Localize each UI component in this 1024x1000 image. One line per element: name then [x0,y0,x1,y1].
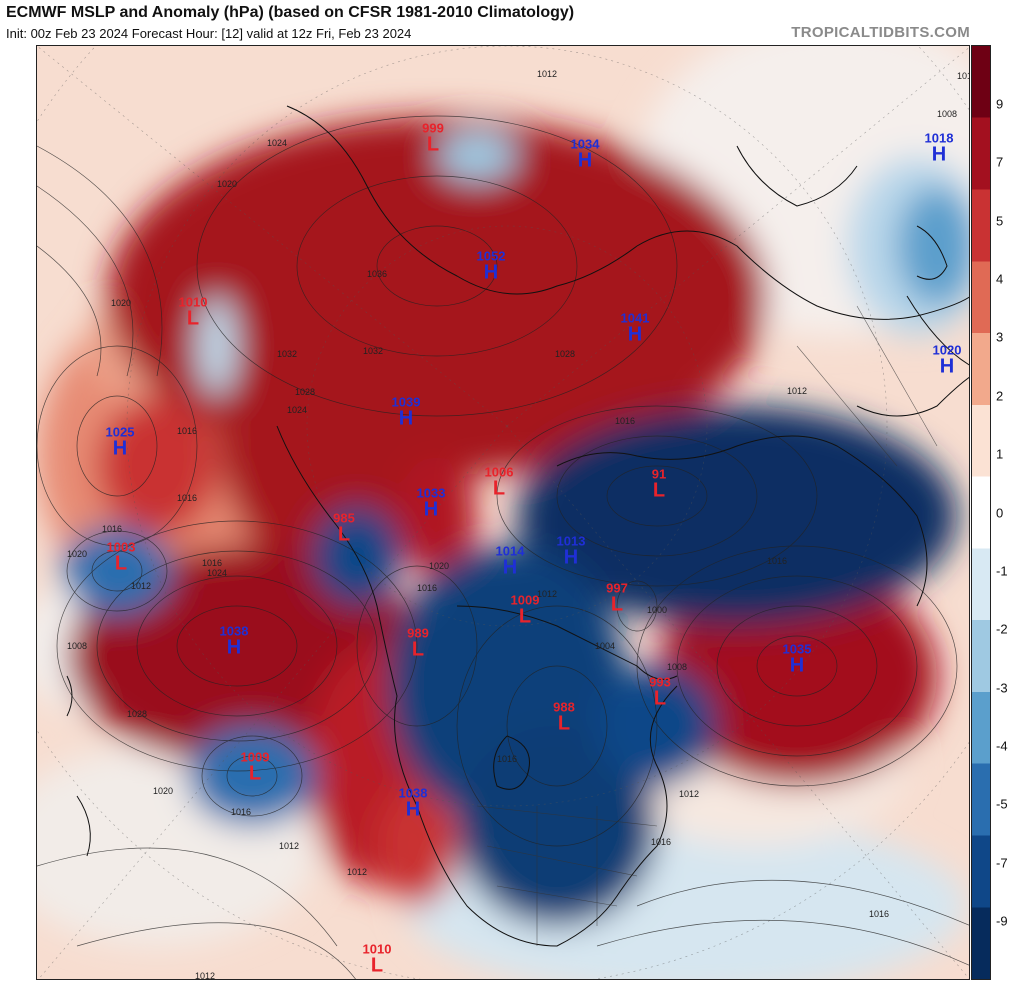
isobar-label: 1016 [101,524,123,534]
isobar-label: 1020 [110,298,132,308]
isobar-label: 1016 [201,558,223,568]
isobar-label: 1020 [216,179,238,189]
high-pressure-marker: 1020 H [932,342,962,378]
isobar-label: 1020 [66,549,88,559]
high-pressure-marker: 1038 H [398,785,428,821]
isobar-label: 1012 [956,71,969,81]
map-subtitle: Init: 00z Feb 23 2024 Forecast Hour: [12… [6,26,412,41]
low-pressure-marker: 997 L [606,580,628,616]
colorbar-tick: 2 [996,388,1004,404]
high-pressure-marker: 1038 H [219,623,249,659]
brand-watermark[interactable]: TROPICALTIDBITS.COM [791,24,970,41]
colorbar-tick: 7 [996,154,1004,170]
isobar-label: 1012 [678,789,700,799]
colorbar-tick: 0 [996,505,1004,521]
colorbar-tick: -9 [996,913,1008,929]
isobar-label: 1024 [266,138,288,148]
isobar-label: 1016 [614,416,636,426]
isobar-label: 1012 [278,841,300,851]
high-pressure-marker: 1013 H [556,533,586,569]
isobar-label: 1012 [786,386,808,396]
isobar-label: 1008 [936,109,958,119]
high-pressure-marker: 1034 H [570,136,600,172]
map-canvas [37,46,969,979]
colorbar-tick: 5 [996,213,1004,229]
pressure-anomaly-map[interactable]: 999 L 1034 H 1018 H 1052 H 1010 L 1041 H 1020 H… [36,45,970,980]
isobar-label: 1016 [650,837,672,847]
high-pressure-marker: 1014 H [495,543,525,579]
isobar-label: 1024 [206,568,228,578]
isobar-label: 1016 [176,493,198,503]
high-pressure-marker: 1041 H [620,310,650,346]
isobar-label: 1012 [346,867,368,877]
low-pressure-marker: 1009 L [240,749,270,785]
isobar-label: 1008 [66,641,88,651]
isobar-label: 1012 [194,971,216,980]
low-pressure-marker: 1003 L [106,539,136,575]
isobar-label: 1008 [666,662,688,672]
anomaly-field [37,46,969,979]
colorbar-tick: 1 [996,446,1004,462]
isobar-label: 1012 [536,589,558,599]
anomaly-colorbar [971,45,991,980]
graticule [37,46,969,979]
low-pressure-marker: 1006 L [484,464,514,500]
borders [476,305,938,946]
isobar-label: 1016 [496,754,518,764]
high-pressure-marker: 1033 H [416,485,446,521]
colorbar-tick: 4 [996,271,1004,287]
low-pressure-marker: 988 L [553,699,575,735]
isobar-label: 1012 [130,581,152,591]
low-pressure-marker: 999 L [422,120,444,156]
colorbar-tick: -3 [996,680,1008,696]
high-pressure-marker: 1052 H [476,248,506,284]
isobar-label: 1032 [362,346,384,356]
isobar-label: 1016 [176,426,198,436]
high-pressure-marker: 1035 H [782,641,812,677]
isobars [37,115,969,979]
isobar-label: 1020 [152,786,174,796]
low-pressure-marker: 1009 L [510,592,540,628]
isobar-label: 1028 [126,709,148,719]
isobar-label: 1028 [294,387,316,397]
colorbar-tick: -1 [996,563,1008,579]
colorbar-tick: 9 [996,96,1004,112]
isobar-label: 1000 [646,605,668,615]
isobar-label: 1020 [428,561,450,571]
low-pressure-marker: 993 L [649,674,671,710]
isobar-label: 1028 [554,349,576,359]
isobar-label: 1024 [286,405,308,415]
low-pressure-marker: 985 L [333,510,355,546]
colorbar-tick: 3 [996,329,1004,345]
colorbar-tick: -5 [996,796,1008,812]
high-pressure-marker: 1039 H [391,394,421,430]
isobar-label: 1016 [230,807,252,817]
colorbar-tick: -4 [996,738,1008,754]
low-pressure-marker: 91 L [651,466,667,502]
isobar-label: 1012 [536,69,558,79]
isobar-label: 1016 [868,909,890,919]
isobar-label: 1036 [366,269,388,279]
coastlines [66,105,969,947]
high-pressure-marker: 1025 H [105,424,135,460]
isobar-label: 1032 [276,349,298,359]
isobar-label: 1016 [416,583,438,593]
isobar-label: 1016 [766,556,788,566]
colorbar-tick: -7 [996,855,1008,871]
low-pressure-marker: 1010 L [362,941,392,977]
low-pressure-marker: 989 L [407,625,429,661]
low-pressure-marker: 1010 L [178,294,208,330]
isobar-label: 1004 [594,641,616,651]
map-title: ECMWF MSLP and Anomaly (hPa) (based on C… [6,4,575,21]
colorbar-tick: -2 [996,621,1008,637]
high-pressure-marker: 1018 H [924,130,954,166]
